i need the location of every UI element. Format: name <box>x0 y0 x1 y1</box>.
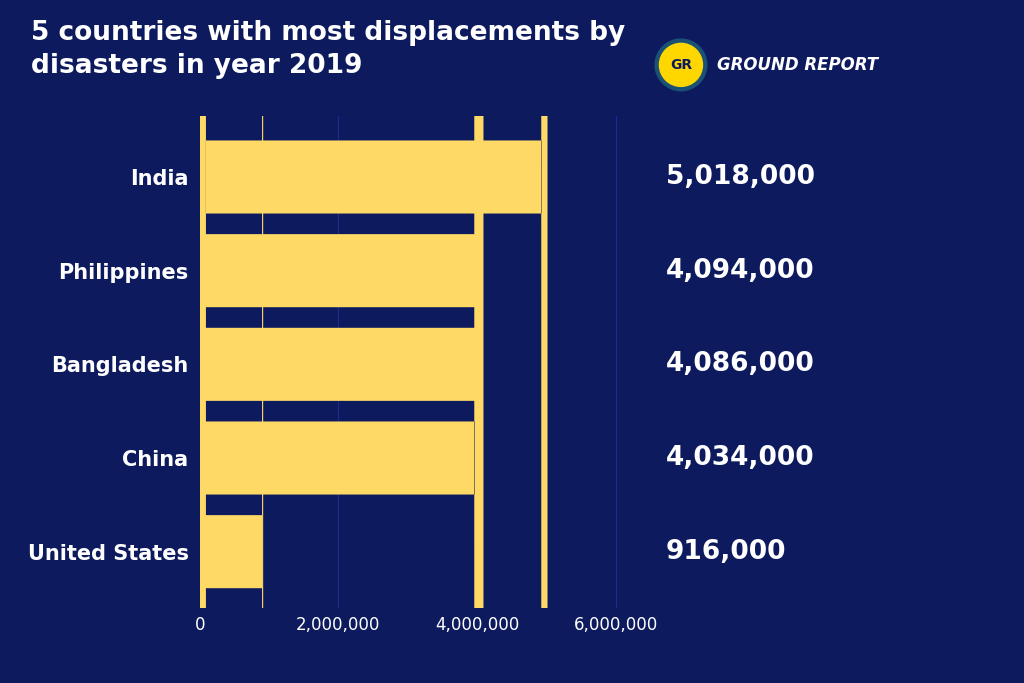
FancyBboxPatch shape <box>200 0 263 683</box>
FancyBboxPatch shape <box>200 0 548 683</box>
Circle shape <box>659 44 702 86</box>
FancyBboxPatch shape <box>200 0 483 683</box>
FancyBboxPatch shape <box>200 0 479 683</box>
Text: 5,018,000: 5,018,000 <box>666 164 815 190</box>
Text: 5 countries with most displacements by
disasters in year 2019: 5 countries with most displacements by d… <box>31 20 625 79</box>
FancyBboxPatch shape <box>200 0 483 683</box>
Text: 916,000: 916,000 <box>666 539 786 565</box>
Text: 4,086,000: 4,086,000 <box>666 351 814 377</box>
Text: GROUND REPORT: GROUND REPORT <box>717 56 878 74</box>
Text: GR: GR <box>670 58 692 72</box>
Circle shape <box>655 39 707 91</box>
Text: 4,034,000: 4,034,000 <box>666 445 814 471</box>
Text: 4,094,000: 4,094,000 <box>666 257 814 283</box>
